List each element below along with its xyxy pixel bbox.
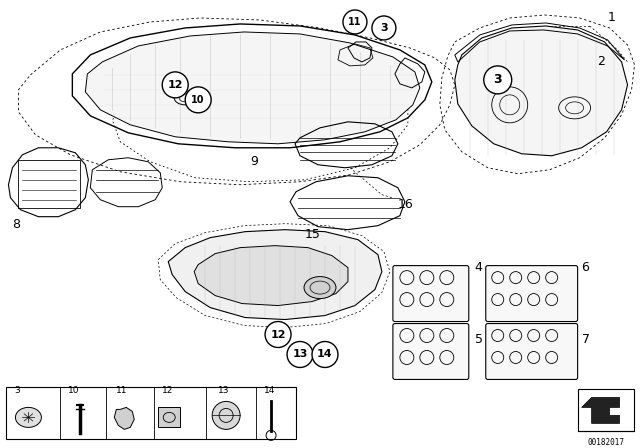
Text: 13: 13 <box>218 387 230 396</box>
Text: 12: 12 <box>162 387 173 396</box>
Polygon shape <box>85 32 420 144</box>
Circle shape <box>312 341 338 367</box>
Circle shape <box>162 72 188 98</box>
Text: 3: 3 <box>380 23 388 33</box>
Text: 2: 2 <box>598 56 605 69</box>
Circle shape <box>484 66 512 94</box>
FancyBboxPatch shape <box>486 266 578 322</box>
Ellipse shape <box>304 276 336 298</box>
Text: 1: 1 <box>607 12 616 25</box>
Polygon shape <box>168 230 382 319</box>
Circle shape <box>265 322 291 348</box>
Polygon shape <box>455 26 628 156</box>
Text: 10: 10 <box>191 95 205 105</box>
Text: 3: 3 <box>15 387 20 396</box>
FancyBboxPatch shape <box>393 323 468 379</box>
Text: 14: 14 <box>317 349 333 359</box>
Text: 00182017: 00182017 <box>587 438 624 447</box>
Text: 11: 11 <box>348 17 362 27</box>
Circle shape <box>287 341 313 367</box>
Text: 16: 16 <box>398 198 413 211</box>
Text: 13: 13 <box>292 349 308 359</box>
Text: 4: 4 <box>475 261 483 274</box>
Polygon shape <box>115 407 134 429</box>
Bar <box>578 389 634 431</box>
Bar <box>158 407 180 427</box>
Text: 3: 3 <box>493 73 502 86</box>
Circle shape <box>212 401 240 429</box>
Text: 6: 6 <box>582 261 589 274</box>
Bar <box>6 388 296 439</box>
Text: 12: 12 <box>270 330 286 340</box>
Polygon shape <box>194 246 348 306</box>
Text: 11: 11 <box>116 387 128 396</box>
Ellipse shape <box>15 407 42 427</box>
Circle shape <box>343 10 367 34</box>
Text: 15: 15 <box>305 228 321 241</box>
Bar <box>19 160 81 208</box>
Text: 12: 12 <box>168 80 183 90</box>
Text: 5: 5 <box>475 333 483 346</box>
Text: 10: 10 <box>68 387 80 396</box>
FancyBboxPatch shape <box>393 266 468 322</box>
Polygon shape <box>582 397 620 423</box>
Circle shape <box>372 16 396 40</box>
FancyBboxPatch shape <box>486 323 578 379</box>
Text: 9: 9 <box>250 155 258 168</box>
Text: 7: 7 <box>582 333 589 346</box>
Circle shape <box>185 87 211 113</box>
Text: 14: 14 <box>264 387 275 396</box>
Text: 8: 8 <box>12 218 20 231</box>
